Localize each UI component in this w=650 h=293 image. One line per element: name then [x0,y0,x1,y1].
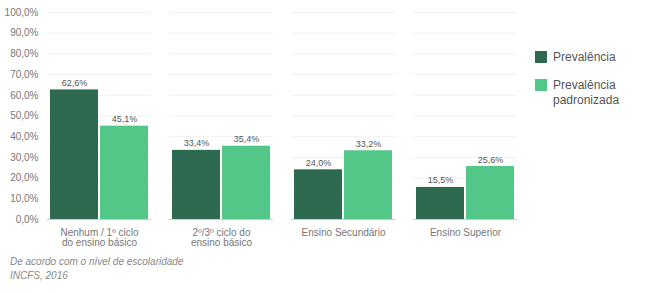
svg-text:20,0%: 20,0% [10,172,38,183]
svg-text:90,0%: 90,0% [10,27,38,38]
svg-text:Ensino Superior: Ensino Superior [430,227,502,238]
svg-text:33,2%: 33,2% [356,139,382,149]
svg-text:33,4%: 33,4% [184,138,210,148]
svg-text:40,0%: 40,0% [10,131,38,142]
svg-text:15,5%: 15,5% [428,175,454,185]
svg-text:60,0%: 60,0% [10,90,38,101]
svg-text:45,1%: 45,1% [112,114,138,124]
svg-text:25,6%: 25,6% [478,155,504,165]
svg-text:62,6%: 62,6% [62,78,88,88]
svg-text:2º/3º ciclo doensino básico: 2º/3º ciclo doensino básico [191,227,253,248]
svg-text:0,0%: 0,0% [16,214,39,225]
svg-text:100,0%: 100,0% [5,7,39,18]
svg-text:30,0%: 30,0% [10,152,38,163]
html-text:De acordo com o nível de escol: De acordo com o nível de escolaridade [10,256,184,267]
svg-text:70,0%: 70,0% [10,69,38,80]
html-text:INCFS, 2016: INCFS, 2016 [10,269,68,281]
svg-text:Ensino Secundário: Ensino Secundário [302,227,386,238]
html-text:Prevalência: Prevalência [553,50,616,64]
svg-text:50,0%: 50,0% [10,110,38,121]
svg-text:35,4%: 35,4% [234,134,260,144]
svg-text:80,0%: 80,0% [10,48,38,59]
html-text:Prevalência padronizada: Prevalência padronizada [553,78,620,107]
svg-text:Nenhum / 1º ciclodo ensino bás: Nenhum / 1º ciclodo ensino básico [60,227,139,248]
svg-text:10,0%: 10,0% [10,193,38,204]
svg-text:24,0%: 24,0% [306,158,332,168]
